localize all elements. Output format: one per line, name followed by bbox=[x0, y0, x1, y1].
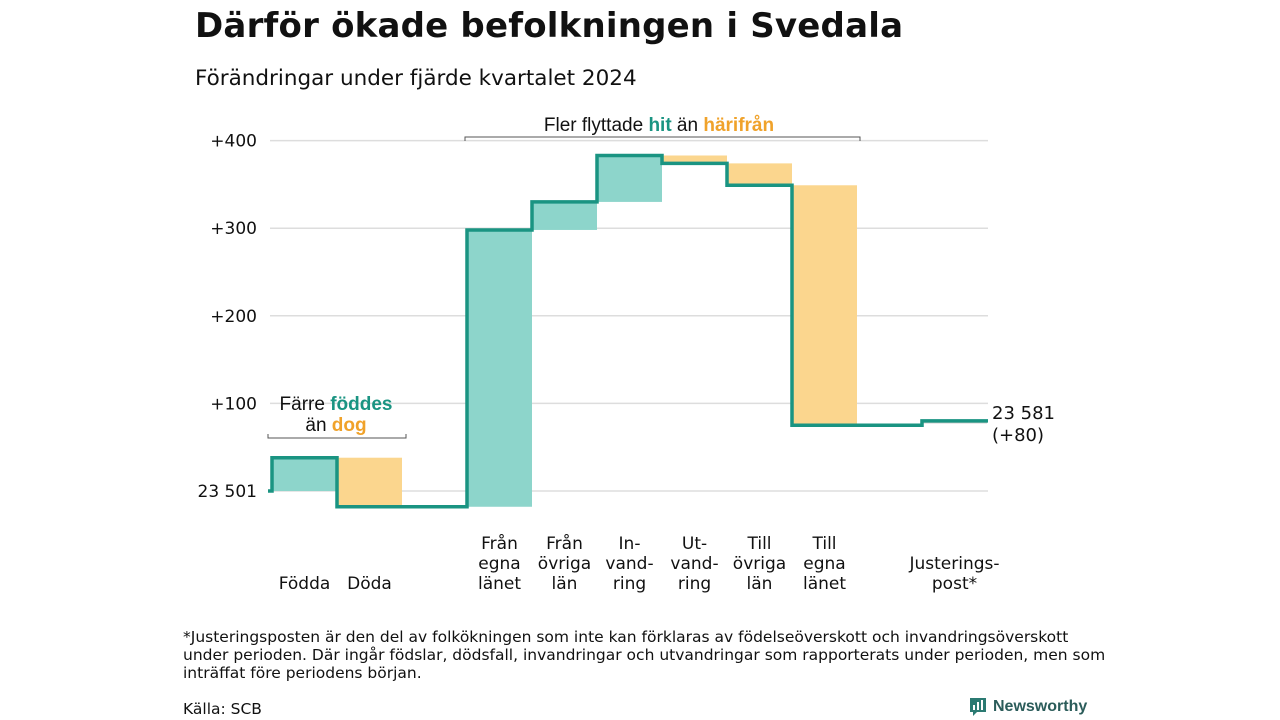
bar-increase bbox=[272, 457, 337, 491]
brand-logo: Newsworthy bbox=[969, 697, 1087, 717]
x-category-label-line: Till bbox=[746, 534, 771, 554]
brand-name: Newsworthy bbox=[993, 698, 1088, 715]
x-category-label-line: egna bbox=[803, 554, 845, 574]
end-value-label: 23 581 bbox=[992, 403, 1055, 424]
chart-title: Därför ökade befolkningen i Svedala bbox=[195, 6, 904, 46]
y-tick-label: +300 bbox=[210, 219, 257, 239]
births-bracket bbox=[267, 434, 407, 439]
y-tick-label: +100 bbox=[210, 394, 257, 414]
x-category-label-line: vand- bbox=[670, 554, 718, 574]
x-category-label-line: Justerings- bbox=[908, 554, 999, 574]
migration-annotation-prefix: Fler flyttade bbox=[544, 115, 649, 136]
x-category-label-line: Döda bbox=[347, 574, 392, 594]
bar-decrease bbox=[727, 163, 792, 186]
births-annotation-line1: Färre föddes bbox=[280, 394, 393, 415]
x-category-label-line: Ut- bbox=[682, 534, 707, 554]
x-category-label-line: övriga bbox=[733, 554, 786, 574]
migration-annotation-highlight-hit: hit bbox=[648, 115, 672, 136]
births-annotation-prefix: Färre bbox=[280, 394, 331, 415]
migration-annotation-highlight-harifran: härifrån bbox=[703, 115, 774, 136]
x-category-label-line: län bbox=[552, 574, 578, 594]
x-category-label: Ut-vand-ring bbox=[670, 534, 718, 594]
x-category-label-line: ring bbox=[613, 574, 646, 594]
y-tick-label: +200 bbox=[210, 307, 257, 327]
x-category-label: In-vand-ring bbox=[605, 534, 653, 594]
x-category-label-line: vand- bbox=[605, 554, 653, 574]
x-category-label-line: Till bbox=[811, 534, 836, 554]
chart-subtitle: Förändringar under fjärde kvartalet 2024 bbox=[195, 66, 637, 91]
births-annotation-prefix: än bbox=[305, 415, 331, 436]
x-category-label: Till egna länet bbox=[803, 534, 846, 594]
source-label: Källa: SCB bbox=[183, 700, 262, 718]
bar-increase bbox=[597, 155, 662, 202]
x-category-label-line: Från bbox=[546, 533, 583, 554]
x-category-label-line: Födda bbox=[279, 574, 331, 594]
x-category-label-line: länet bbox=[478, 574, 521, 594]
bar-layer bbox=[272, 155, 987, 507]
bar-increase bbox=[467, 229, 532, 507]
migration-bracket bbox=[464, 136, 861, 141]
migration-annotation-middle: än bbox=[672, 115, 704, 136]
x-category-label: Döda bbox=[347, 574, 392, 594]
bar-decrease bbox=[662, 155, 727, 164]
x-category-label-line: egna bbox=[478, 554, 520, 574]
x-category-label: Justerings-post* bbox=[908, 554, 999, 594]
x-category-label-line: post* bbox=[932, 574, 977, 594]
start-value-label: 23 501 bbox=[198, 482, 257, 502]
end-change-label: (+80) bbox=[992, 425, 1044, 446]
x-category-label-line: länet bbox=[803, 574, 846, 594]
cumulative-step-line bbox=[268, 153, 988, 509]
x-category-label: Födda bbox=[279, 574, 331, 594]
bar-decrease bbox=[792, 185, 857, 426]
footnote: *Justeringsposten är den del av folkökni… bbox=[183, 628, 1106, 682]
births-annotation-highlight: föddes bbox=[330, 394, 392, 415]
x-category-label-line: övriga bbox=[538, 554, 591, 574]
bar-increase bbox=[532, 201, 597, 230]
y-tick-label: +400 bbox=[210, 132, 257, 152]
x-category-label-line: län bbox=[747, 574, 773, 594]
x-category-label: Från egna länet bbox=[478, 533, 521, 594]
x-category-label-line: Från bbox=[481, 533, 518, 554]
bar-decrease bbox=[337, 457, 402, 507]
x-category-label: Till övriga län bbox=[733, 534, 786, 594]
x-category-label-line: ring bbox=[678, 574, 711, 594]
births-annotation-line2: än dog bbox=[305, 415, 366, 436]
newsworthy-logo-icon bbox=[970, 698, 986, 716]
x-category-label: Från övriga län bbox=[538, 533, 591, 594]
x-category-label-line: In- bbox=[619, 534, 641, 554]
step-line-layer bbox=[268, 153, 988, 509]
migration-annotation: Fler flyttade hit än härifrån bbox=[544, 115, 774, 136]
births-annotation-highlight: dog bbox=[332, 415, 367, 436]
